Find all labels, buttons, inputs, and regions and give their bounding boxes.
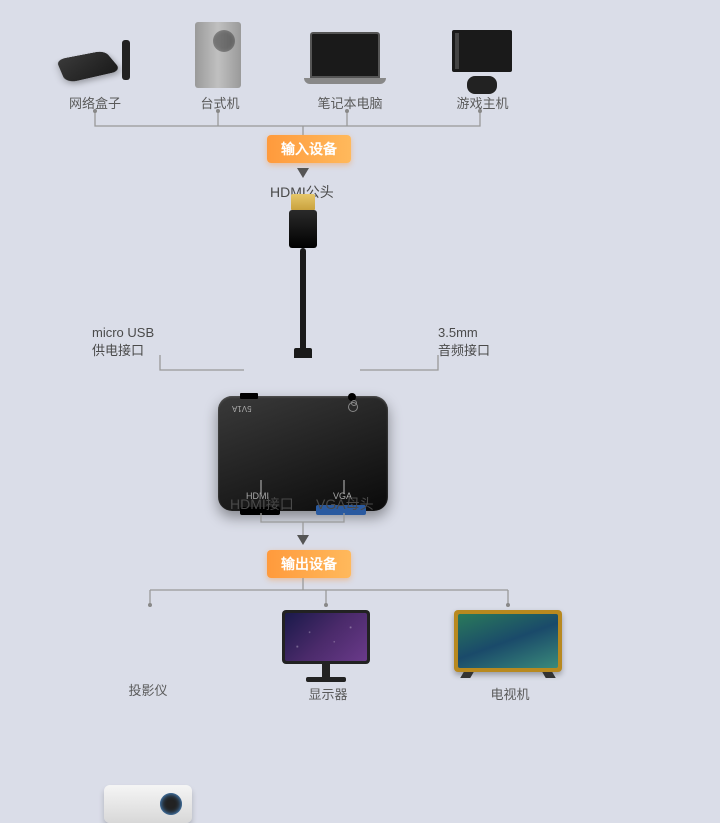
device-tvbox-label: 网络盒子	[60, 93, 130, 112]
device-laptop-label: 笔记本电脑	[305, 93, 395, 112]
arrow-to-output	[297, 535, 309, 545]
label-micro-usb: micro USB 供电接口	[92, 325, 154, 359]
adapter-micro-text: 5V1A	[232, 404, 252, 413]
badge-input: 输入设备	[267, 135, 351, 163]
device-projector	[104, 785, 192, 823]
headphone-icon	[348, 402, 358, 412]
device-tv-label: 电视机	[480, 684, 540, 703]
label-micro-usb-l2: 供电接口	[92, 340, 154, 359]
device-monitor	[282, 610, 370, 682]
device-desktop	[195, 22, 241, 88]
cable-strain-relief	[294, 348, 312, 358]
device-tvbox	[60, 30, 130, 85]
badge-output: 输出设备	[267, 550, 351, 578]
adapter-cable	[300, 248, 306, 353]
device-tv	[454, 610, 562, 678]
device-monitor-label: 显示器	[298, 684, 358, 703]
label-audio-l1: 3.5mm	[438, 325, 490, 340]
device-desktop-label: 台式机	[185, 93, 255, 112]
label-micro-usb-l1: micro USB	[92, 325, 154, 340]
label-hdmi-out: HDMI接口	[230, 494, 294, 514]
device-laptop	[310, 32, 386, 84]
device-console	[452, 30, 512, 94]
label-vga-out: VGA母头	[316, 494, 374, 514]
label-audio-l2: 音频接口	[438, 340, 490, 359]
hdmi-plug	[289, 210, 317, 248]
arrow-to-hdmi	[297, 168, 309, 178]
device-projector-label: 投影仪	[118, 680, 178, 699]
label-audio: 3.5mm 音频接口	[438, 325, 490, 359]
device-console-label: 游戏主机	[445, 93, 520, 112]
